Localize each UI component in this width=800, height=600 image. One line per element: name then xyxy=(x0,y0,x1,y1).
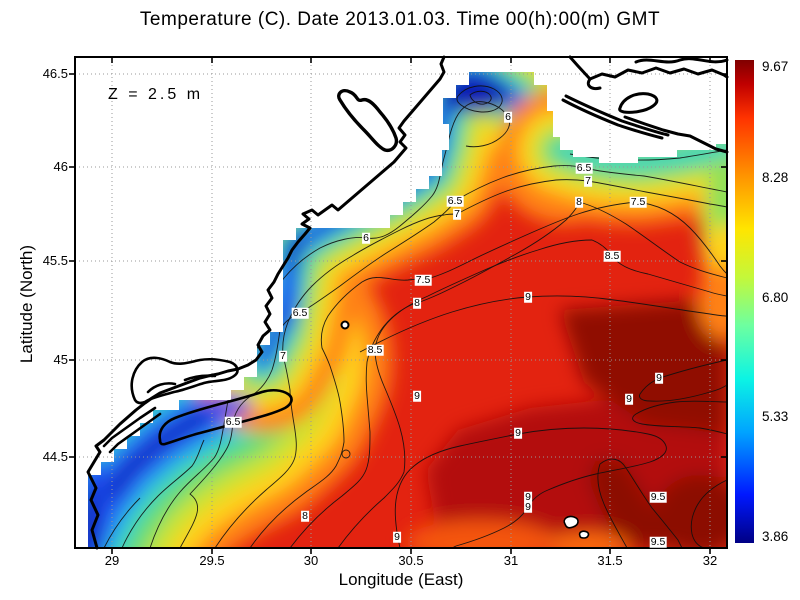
colorbar-tick-label: 8.28 xyxy=(762,170,789,185)
colorbar xyxy=(735,60,754,543)
x-tick-label: 29 xyxy=(104,553,120,568)
x-axis-title: Longitude (East) xyxy=(338,570,464,589)
x-tick-label: 31.5 xyxy=(597,553,623,568)
contour-label: 6 xyxy=(362,231,370,244)
contour-label: 9 xyxy=(393,530,401,543)
contour-label: 9 xyxy=(514,426,522,439)
y-tick-label: 44.5 xyxy=(42,449,68,464)
contour-label: 7 xyxy=(584,174,592,187)
contour-label: 7 xyxy=(279,349,287,362)
gridlines xyxy=(75,57,727,548)
colorbar-tick-label: 3.86 xyxy=(762,529,789,544)
contour-label: 9 xyxy=(524,290,532,303)
contour-label: 7.5 xyxy=(629,195,647,208)
contour-label: 9.5 xyxy=(649,490,667,503)
y-tick-label: 46.5 xyxy=(42,66,68,81)
contour-label: 6.5 xyxy=(446,194,464,207)
x-tick-label: 31 xyxy=(503,553,519,568)
colorbar-tick-label: 5.33 xyxy=(762,409,789,424)
contour-label: 6.5 xyxy=(291,306,309,319)
plot-title: Temperature (C). Date 2013.01.03. Time 0… xyxy=(139,9,661,30)
x-tick-label: 30.5 xyxy=(398,553,424,568)
contour-label: 9 xyxy=(524,500,532,513)
contour-label: 6 xyxy=(504,110,512,123)
contour-label: 9.5 xyxy=(649,535,667,548)
axis-ticks xyxy=(69,57,727,554)
contour-label: 9 xyxy=(524,490,532,503)
contour-label: 8 xyxy=(301,509,309,522)
contour-label: 9 xyxy=(655,371,663,384)
contour-label: 6.5 xyxy=(575,161,593,174)
contour-label: 9 xyxy=(625,392,633,405)
contour-label: 7 xyxy=(453,207,461,220)
contour-label: 6.5 xyxy=(224,415,242,428)
x-tick-label: 29.5 xyxy=(199,553,225,568)
contour-label: 8 xyxy=(413,296,421,309)
x-tick-label: 32 xyxy=(702,553,718,568)
y-tick-label: 46 xyxy=(53,159,68,174)
estuary-coast xyxy=(561,55,729,154)
x-tick-label: 30 xyxy=(303,553,319,568)
contour-label: 9 xyxy=(413,389,421,402)
contour-label: 8.5 xyxy=(366,343,384,356)
contour-label: 8.5 xyxy=(603,249,621,262)
contour-label: 8 xyxy=(575,195,583,208)
main-coastline xyxy=(86,55,446,550)
plot-frame xyxy=(74,56,728,549)
colorbar-tick-label: 9.67 xyxy=(762,59,789,74)
station-marker xyxy=(340,320,350,330)
danube-delta xyxy=(102,356,293,454)
dniester-lagoon xyxy=(337,89,399,153)
y-tick-label: 45 xyxy=(53,352,68,367)
islands xyxy=(563,515,590,539)
colorbar-tick-label: 6.80 xyxy=(762,290,789,305)
contour-label: 7.5 xyxy=(414,273,432,286)
coastline xyxy=(86,55,729,550)
y-tick-label: 45.5 xyxy=(42,253,68,268)
depth-annotation: Z = 2.5 m xyxy=(108,86,204,103)
